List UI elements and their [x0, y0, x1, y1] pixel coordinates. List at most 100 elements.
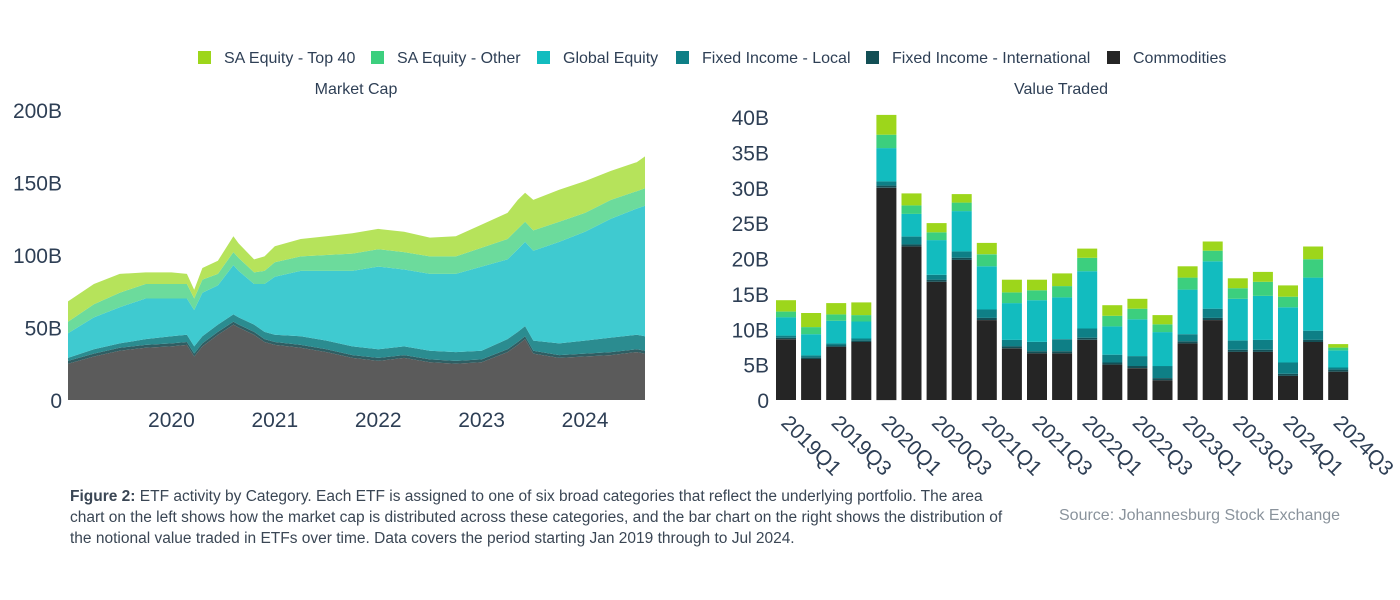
bar-segment-sa-equity-top-40 — [1177, 266, 1198, 278]
bar-segment-global-equity — [1303, 277, 1324, 331]
bar-segment-global-equity — [951, 211, 972, 252]
bar-segment-fixed-income-local — [901, 236, 922, 245]
bar-segment-fixed-income-international — [1152, 378, 1173, 381]
bar-segment-sa-equity-other — [1202, 250, 1223, 262]
legend-swatch-fixed-income-local — [676, 51, 689, 64]
area-y-tick-label: 150B — [13, 173, 62, 196]
legend-label-global-equity: Global Equity — [563, 50, 658, 67]
bar-2023Q3 — [1227, 278, 1248, 400]
bar-segment-sa-equity-top-40 — [951, 194, 972, 203]
bar-segment-commodities — [901, 246, 922, 400]
area-layer-global-equity — [68, 205, 645, 358]
bar-segment-fixed-income-local — [1278, 362, 1298, 374]
bar-2023Q2 — [1202, 241, 1223, 400]
bar-segment-sa-equity-other — [801, 327, 822, 335]
bar-segment-sa-equity-top-40 — [776, 300, 796, 312]
bar-segment-sa-equity-top-40 — [1328, 344, 1349, 348]
bar-segment-fixed-income-international — [976, 317, 997, 320]
bar-segment-sa-equity-other — [976, 254, 997, 267]
bar-segment-commodities — [1001, 348, 1022, 400]
bar-segment-fixed-income-local — [851, 338, 872, 341]
market-cap-chart-title: Market Cap — [315, 81, 398, 98]
bar-segment-fixed-income-international — [1177, 341, 1198, 344]
area-y-tick-label: 50B — [25, 318, 62, 341]
bar-segment-global-equity — [1177, 289, 1198, 335]
bar-segment-sa-equity-top-40 — [901, 193, 922, 206]
bar-segment-sa-equity-other — [1252, 281, 1273, 296]
bar-segment-commodities — [1127, 368, 1148, 400]
bar-segment-sa-equity-top-40 — [1252, 271, 1273, 282]
legend-swatch-sa-equity-other — [371, 51, 384, 64]
bar-y-tick-label: 40B — [732, 107, 769, 130]
bar-2022Q3 — [1127, 298, 1148, 400]
bar-segment-commodities — [1303, 342, 1324, 400]
bar-segment-fixed-income-international — [1027, 351, 1047, 354]
bar-segment-commodities — [1102, 364, 1123, 400]
bar-2021Q4 — [1052, 273, 1073, 400]
bar-segment-global-equity — [1328, 350, 1349, 368]
bar-y-tick-label: 0 — [757, 390, 769, 413]
bar-segment-commodities — [1177, 343, 1198, 400]
bar-segment-sa-equity-other — [776, 311, 796, 318]
bar-2021Q3 — [1027, 279, 1047, 400]
bar-segment-sa-equity-other — [826, 314, 847, 321]
bar-segment-global-equity — [1052, 297, 1073, 340]
bar-segment-fixed-income-local — [1252, 339, 1273, 350]
bar-segment-fixed-income-international — [801, 357, 822, 359]
bar-2020Q3 — [926, 223, 947, 400]
bar-segment-commodities — [951, 259, 972, 400]
bar-segment-sa-equity-top-40 — [826, 303, 847, 315]
bar-segment-global-equity — [1102, 326, 1123, 355]
area-layer-fixed-income-international — [68, 321, 645, 364]
bar-segment-fixed-income-local — [1077, 328, 1098, 338]
bar-segment-fixed-income-international — [1077, 337, 1098, 340]
bar-segment-commodities — [876, 187, 897, 401]
bar-segment-commodities — [826, 346, 847, 400]
bar-2019Q2 — [801, 313, 822, 400]
bar-2020Q4 — [951, 194, 972, 400]
bar-segment-global-equity — [926, 240, 947, 275]
bar-segment-commodities — [1027, 353, 1047, 400]
legend-swatch-commodities — [1107, 51, 1120, 64]
bar-segment-sa-equity-top-40 — [1127, 298, 1148, 309]
bar-y-tick-label: 30B — [732, 178, 769, 201]
bar-segment-fixed-income-local — [1227, 340, 1248, 350]
bar-2021Q1 — [976, 242, 997, 400]
bar-2024Q3 — [1328, 344, 1349, 400]
area-y-tick-label: 0 — [50, 390, 62, 413]
bar-segment-sa-equity-other — [1177, 277, 1198, 290]
bar-segment-sa-equity-other — [1102, 315, 1123, 327]
bar-2024Q1 — [1278, 285, 1298, 400]
bar-y-tick-label: 15B — [732, 284, 769, 307]
value-traded-chart-title: Value Traded — [1014, 81, 1108, 98]
bar-segment-sa-equity-top-40 — [926, 223, 947, 233]
bar-segment-global-equity — [1127, 319, 1148, 357]
bar-segment-global-equity — [1278, 307, 1298, 363]
area-x-tick-label: 2021 — [251, 409, 298, 432]
bar-segment-sa-equity-other — [1077, 257, 1098, 272]
area-x-tick-label: 2020 — [148, 409, 195, 432]
bar-segment-fixed-income-international — [876, 185, 897, 188]
bar-segment-global-equity — [1252, 296, 1273, 340]
bar-segment-sa-equity-top-40 — [876, 114, 897, 135]
bar-segment-commodities — [1152, 380, 1173, 400]
bar-y-tick-label: 20B — [732, 249, 769, 272]
bar-segment-fixed-income-local — [1303, 330, 1324, 340]
bar-segment-sa-equity-other — [1227, 288, 1248, 299]
bar-segment-fixed-income-international — [951, 257, 972, 260]
bar-segment-fixed-income-local — [826, 343, 847, 346]
area-y-tick-label: 200B — [13, 100, 62, 123]
bar-2022Q2 — [1102, 305, 1123, 400]
legend-label-fixed-income-international: Fixed Income - International — [892, 50, 1090, 67]
figure-caption: Figure 2: ETF activity by Category. Each… — [70, 486, 1010, 549]
bar-segment-fixed-income-local — [1027, 342, 1047, 352]
bar-2020Q2 — [901, 193, 922, 400]
area-layer-sa-equity-other — [68, 188, 645, 334]
bar-segment-fixed-income-local — [1102, 354, 1123, 363]
bar-segment-global-equity — [826, 320, 847, 344]
legend: SA Equity - Top 40 SA Equity - Other Globa… — [198, 50, 1226, 67]
bar-segment-fixed-income-local — [1127, 356, 1148, 366]
bar-segment-fixed-income-local — [1001, 339, 1022, 347]
area-layer-sa-equity-top-40 — [68, 156, 645, 322]
